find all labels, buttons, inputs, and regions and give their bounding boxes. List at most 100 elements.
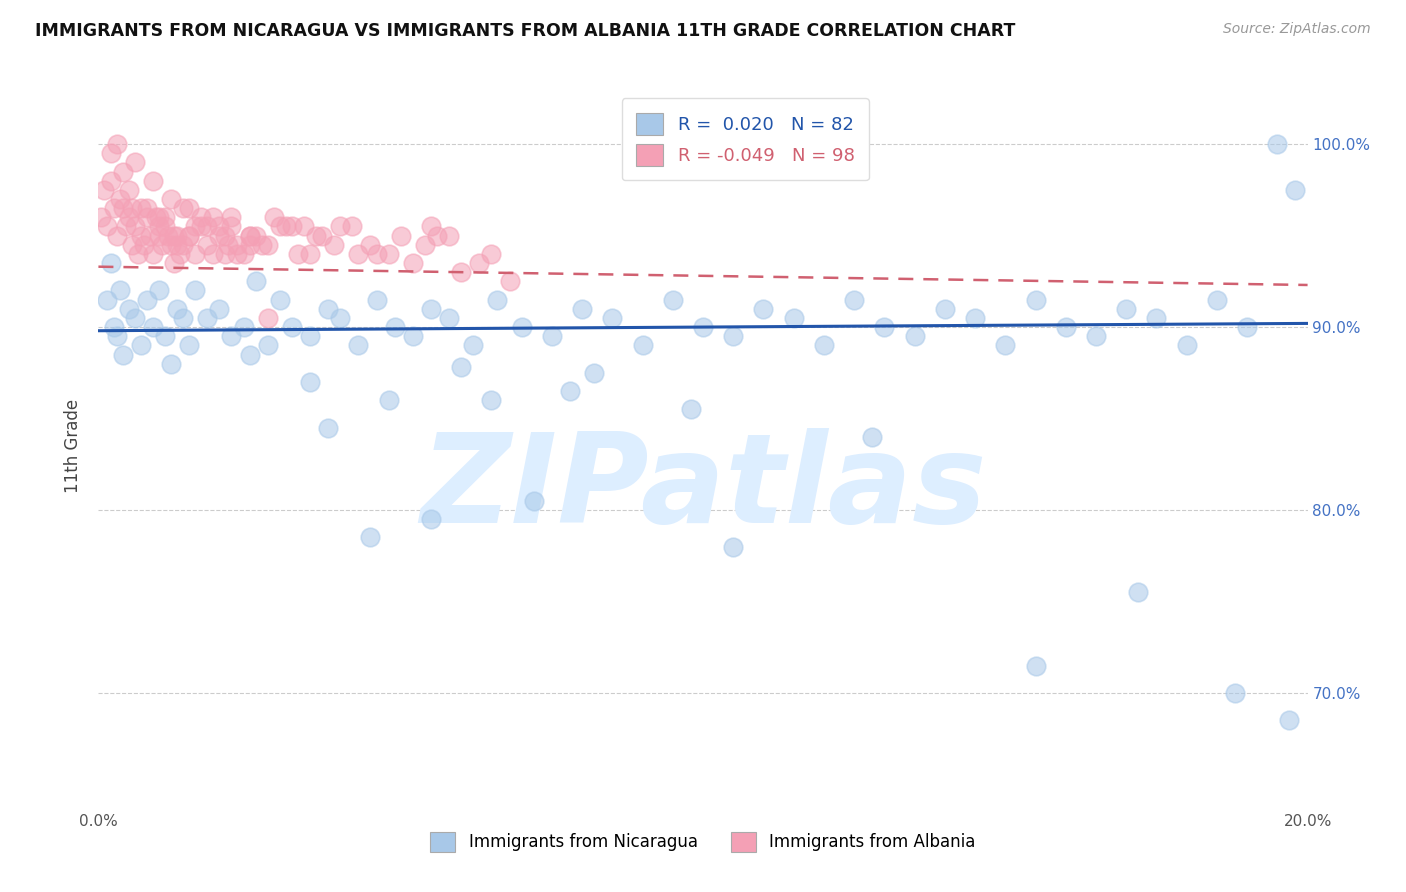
- Point: [366, 293, 388, 307]
- Point: [510, 320, 533, 334]
- Point: [114, 219, 136, 234]
- Point: [692, 320, 714, 334]
- Point: [389, 228, 412, 243]
- Point: [558, 384, 581, 398]
- Point: [190, 211, 212, 225]
- Point: [360, 237, 382, 252]
- Y-axis label: 11th Grade: 11th Grade: [65, 399, 83, 493]
- Point: [256, 310, 278, 325]
- Point: [100, 256, 122, 270]
- Point: [263, 211, 285, 225]
- Text: ZIPatlas: ZIPatlas: [420, 428, 986, 549]
- Point: [1146, 310, 1168, 325]
- Point: [160, 357, 183, 371]
- Point: [172, 237, 194, 252]
- Point: [142, 174, 165, 188]
- Point: [1267, 137, 1289, 152]
- Point: [145, 211, 167, 225]
- Point: [420, 301, 443, 316]
- Point: [217, 237, 239, 252]
- Point: [347, 247, 370, 261]
- Point: [232, 247, 254, 261]
- Point: [426, 228, 449, 243]
- Point: [437, 228, 460, 243]
- Point: [118, 211, 141, 225]
- Point: [269, 293, 291, 307]
- Point: [366, 247, 388, 261]
- Point: [111, 201, 134, 215]
- Point: [329, 310, 352, 325]
- Point: [631, 338, 654, 352]
- Point: [783, 310, 806, 325]
- Point: [571, 301, 593, 316]
- Point: [169, 247, 191, 261]
- Point: [844, 293, 866, 307]
- Point: [329, 219, 352, 234]
- Point: [1128, 585, 1150, 599]
- Point: [153, 219, 176, 234]
- Point: [129, 228, 152, 243]
- Text: Source: ZipAtlas.com: Source: ZipAtlas.com: [1223, 22, 1371, 37]
- Point: [142, 320, 165, 334]
- Point: [281, 219, 304, 234]
- Point: [661, 293, 683, 307]
- Point: [256, 338, 278, 352]
- Point: [523, 494, 546, 508]
- Point: [139, 228, 162, 243]
- Point: [221, 211, 243, 225]
- Legend: Immigrants from Nicaragua, Immigrants from Albania: Immigrants from Nicaragua, Immigrants fr…: [423, 825, 983, 859]
- Point: [481, 247, 503, 261]
- Point: [135, 293, 157, 307]
- Point: [468, 256, 491, 270]
- Point: [208, 301, 231, 316]
- Point: [214, 247, 236, 261]
- Point: [221, 329, 243, 343]
- Point: [347, 338, 370, 352]
- Point: [1054, 320, 1077, 334]
- Point: [160, 192, 183, 206]
- Point: [481, 393, 503, 408]
- Point: [498, 274, 520, 288]
- Point: [281, 320, 304, 334]
- Point: [214, 228, 236, 243]
- Text: IMMIGRANTS FROM NICARAGUA VS IMMIGRANTS FROM ALBANIA 11TH GRADE CORRELATION CHAR: IMMIGRANTS FROM NICARAGUA VS IMMIGRANTS …: [35, 22, 1015, 40]
- Point: [377, 393, 399, 408]
- Point: [221, 219, 243, 234]
- Point: [1236, 320, 1258, 334]
- Point: [450, 360, 472, 375]
- Point: [118, 301, 141, 316]
- Point: [121, 201, 143, 215]
- Point: [413, 237, 436, 252]
- Point: [311, 228, 333, 243]
- Point: [305, 228, 328, 243]
- Point: [316, 420, 339, 434]
- Point: [360, 531, 382, 545]
- Point: [1223, 686, 1246, 700]
- Point: [105, 329, 128, 343]
- Point: [245, 274, 267, 288]
- Point: [153, 329, 176, 343]
- Point: [269, 219, 291, 234]
- Point: [1115, 301, 1137, 316]
- Point: [226, 237, 249, 252]
- Point: [163, 228, 186, 243]
- Point: [239, 228, 262, 243]
- Point: [142, 247, 165, 261]
- Point: [179, 201, 201, 215]
- Point: [602, 310, 624, 325]
- Point: [208, 219, 231, 234]
- Point: [486, 293, 509, 307]
- Point: [1284, 183, 1306, 197]
- Point: [752, 301, 775, 316]
- Point: [121, 237, 143, 252]
- Point: [463, 338, 485, 352]
- Point: [148, 219, 170, 234]
- Point: [103, 320, 125, 334]
- Point: [100, 174, 122, 188]
- Point: [111, 164, 134, 178]
- Point: [195, 310, 218, 325]
- Point: [904, 329, 927, 343]
- Point: [172, 310, 194, 325]
- Point: [179, 338, 201, 352]
- Point: [166, 301, 188, 316]
